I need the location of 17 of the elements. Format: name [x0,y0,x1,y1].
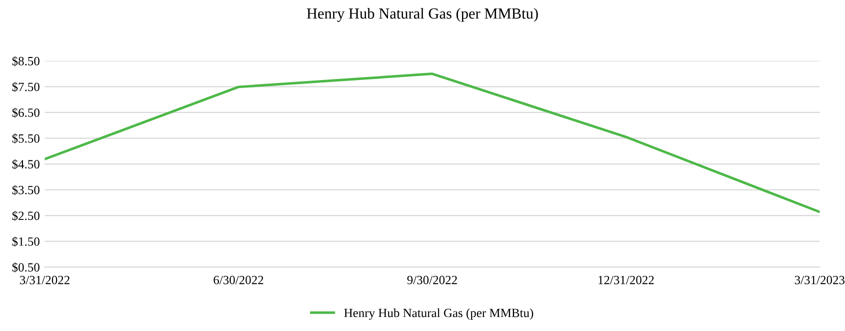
x-tick-label: 3/31/2022 [20,276,70,284]
y-tick-label: $3.50 [12,185,40,196]
y-tick-label: $6.50 [12,108,40,118]
y-tick-label: $2.50 [12,210,40,221]
x-tick-label: 12/31/2022 [598,276,654,284]
x-tick-label: 3/31/2023 [794,276,845,284]
y-tick-label: $0.50 [12,262,40,272]
line-series [44,72,820,214]
x-tick-label: 9/30/2022 [407,276,457,284]
legend-label: Henry Hub Natural Gas (per MMBtu) [344,308,534,320]
y-tick-label: $7.50 [12,82,40,92]
x-tick-label: 6/30/2022 [214,276,264,284]
y-tick-label: $5.50 [12,134,40,144]
y-tick-label: $4.50 [12,159,40,170]
chart-title: Henry Hub Natural Gas (per MMBtu) [306,8,538,22]
y-tick-label: $1.50 [12,236,40,247]
y-tick-label: $8.50 [12,56,40,66]
